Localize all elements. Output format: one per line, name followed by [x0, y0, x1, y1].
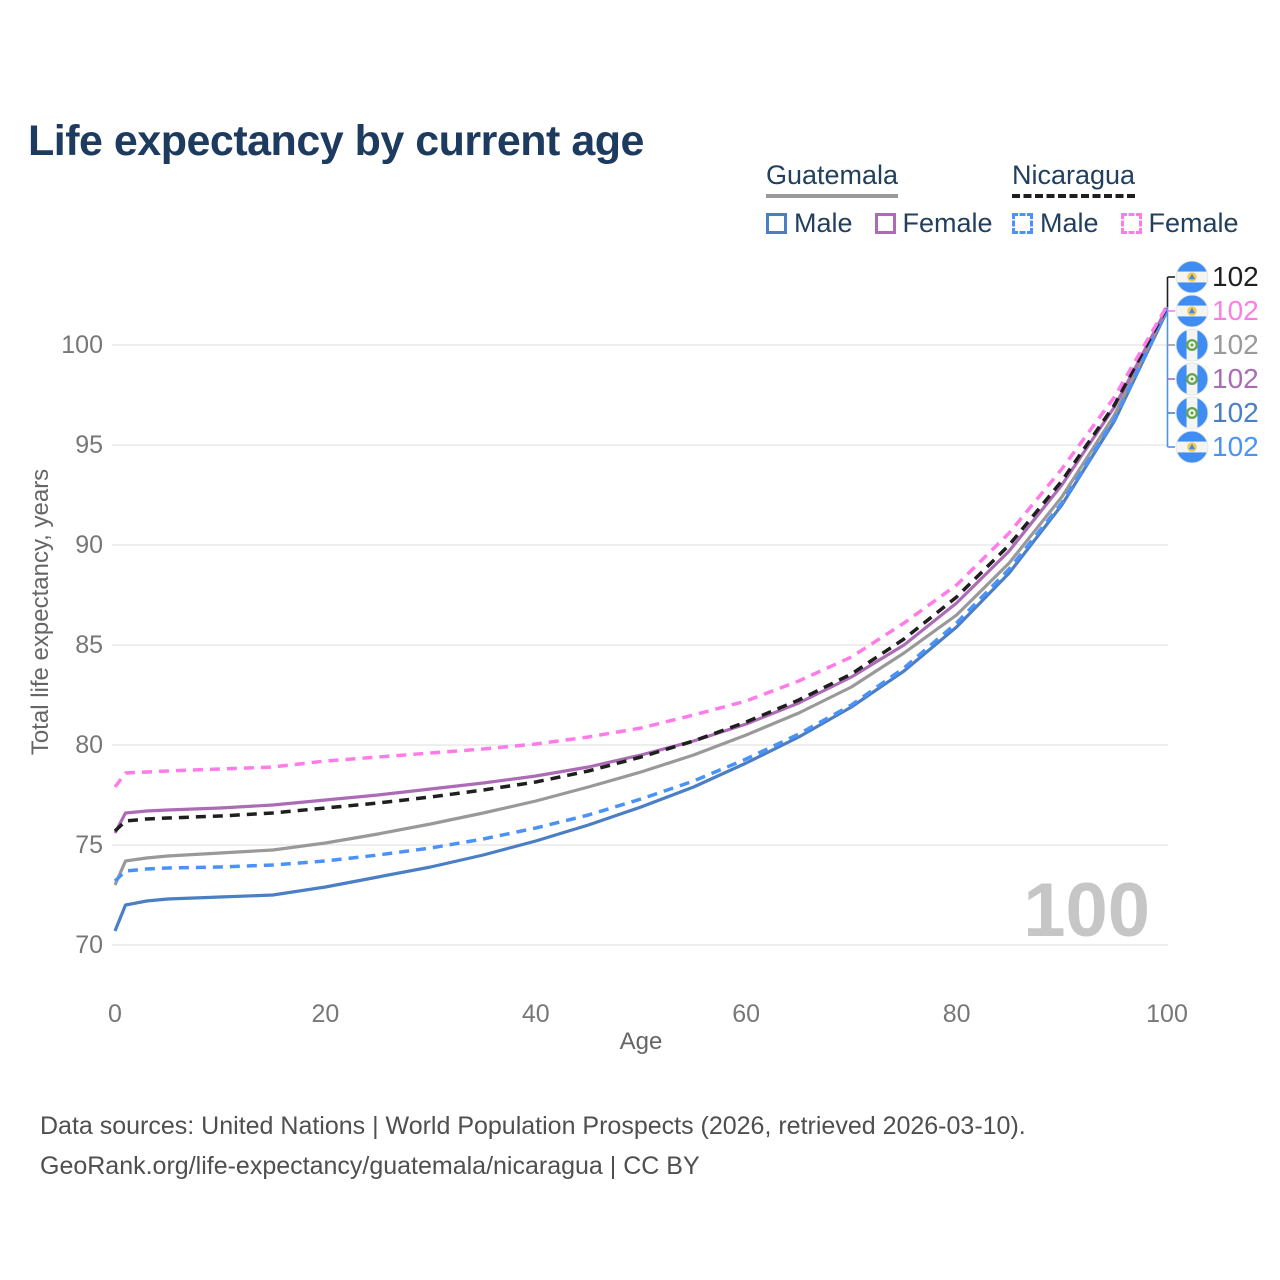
series-line-guatemala-both-sexes[interactable]: [113, 308, 1169, 886]
y-tick-label: 95: [75, 431, 103, 459]
x-axis-title: Age: [620, 1028, 663, 1055]
legend-item-label: Female: [902, 208, 993, 238]
legend-item-nicaragua-female[interactable]: Female: [1120, 208, 1239, 239]
y-tick-label: 80: [75, 731, 103, 759]
end-label-row: 102: [1167, 260, 1259, 294]
guatemala-flag-icon: [1176, 363, 1208, 395]
legend-item-guatemala-male[interactable]: Male: [766, 208, 853, 239]
end-value-label: 102: [1212, 397, 1259, 428]
series-line-guatemala-male[interactable]: [113, 310, 1169, 932]
legend-group-nicaragua: Nicaragua Male Female: [1012, 160, 1239, 239]
nicaragua-male-swatch: [1012, 213, 1033, 234]
y-tick-label: 85: [75, 631, 103, 659]
y-axis-title: Total life expectancy, years: [27, 469, 54, 755]
legend: Guatemala Male Female Nicaragua Male Fem…: [0, 160, 1280, 240]
y-tick-label: 75: [75, 831, 103, 859]
y-tick-label: 100: [61, 331, 103, 359]
page-title: Life expectancy by current age: [28, 116, 644, 165]
end-value-label: 102: [1212, 363, 1259, 394]
end-value-label: 102: [1212, 261, 1259, 292]
data-sources-text: Data sources: United Nations | World Pop…: [40, 1112, 1026, 1140]
nicaragua-flag-icon: [1176, 431, 1208, 463]
footer: Data sources: United Nations | World Pop…: [40, 1106, 1240, 1186]
x-tick-label: 60: [732, 1000, 760, 1028]
legend-group-guatemala: Guatemala Male Female: [766, 160, 993, 239]
nicaragua-flag-icon: [1176, 295, 1208, 327]
x-tick-label: 80: [943, 1000, 971, 1028]
end-label-row: 102: [1167, 430, 1259, 464]
legend-item-label: Female: [1148, 208, 1239, 238]
x-tick-label: 100: [1146, 1000, 1188, 1028]
series-line-guatemala-female[interactable]: [113, 307, 1169, 834]
end-label-row: 102: [1167, 396, 1259, 430]
legend-country-nicaragua[interactable]: Nicaragua: [1012, 160, 1136, 198]
end-label-row: 102: [1167, 294, 1259, 328]
attribution-text[interactable]: GeoRank.org/life-expectancy/guatemala/ni…: [40, 1152, 700, 1180]
series-line-nicaragua-male[interactable]: [113, 309, 1169, 883]
guatemala-flag-icon: [1176, 397, 1208, 429]
guatemala-flag-icon: [1176, 329, 1208, 361]
end-value-label: 102: [1212, 295, 1259, 326]
legend-item-guatemala-female[interactable]: Female: [874, 208, 993, 239]
y-tick-label: 70: [75, 931, 103, 959]
end-label-row: 102: [1167, 328, 1259, 362]
age-counter-watermark: 100: [1023, 868, 1150, 953]
x-tick-label: 20: [311, 1000, 339, 1028]
end-label-row: 102: [1167, 362, 1259, 396]
series-line-nicaragua-female[interactable]: [113, 305, 1169, 789]
legend-country-guatemala[interactable]: Guatemala: [766, 160, 899, 198]
series-line-nicaragua-both-sexes[interactable]: [113, 306, 1169, 833]
y-tick-label: 90: [75, 531, 103, 559]
legend-item-label: Male: [794, 208, 853, 238]
x-tick-label: 40: [522, 1000, 550, 1028]
nicaragua-female-swatch: [1120, 213, 1142, 234]
end-value-label: 102: [1212, 329, 1259, 360]
guatemala-male-swatch: [766, 213, 787, 234]
nicaragua-flag-icon: [1176, 261, 1208, 293]
legend-item-nicaragua-male[interactable]: Male: [1012, 208, 1099, 239]
x-tick-label: 0: [108, 1000, 122, 1028]
end-value-label: 102: [1212, 431, 1259, 462]
legend-item-label: Male: [1040, 208, 1099, 238]
guatemala-female-swatch: [874, 213, 896, 234]
